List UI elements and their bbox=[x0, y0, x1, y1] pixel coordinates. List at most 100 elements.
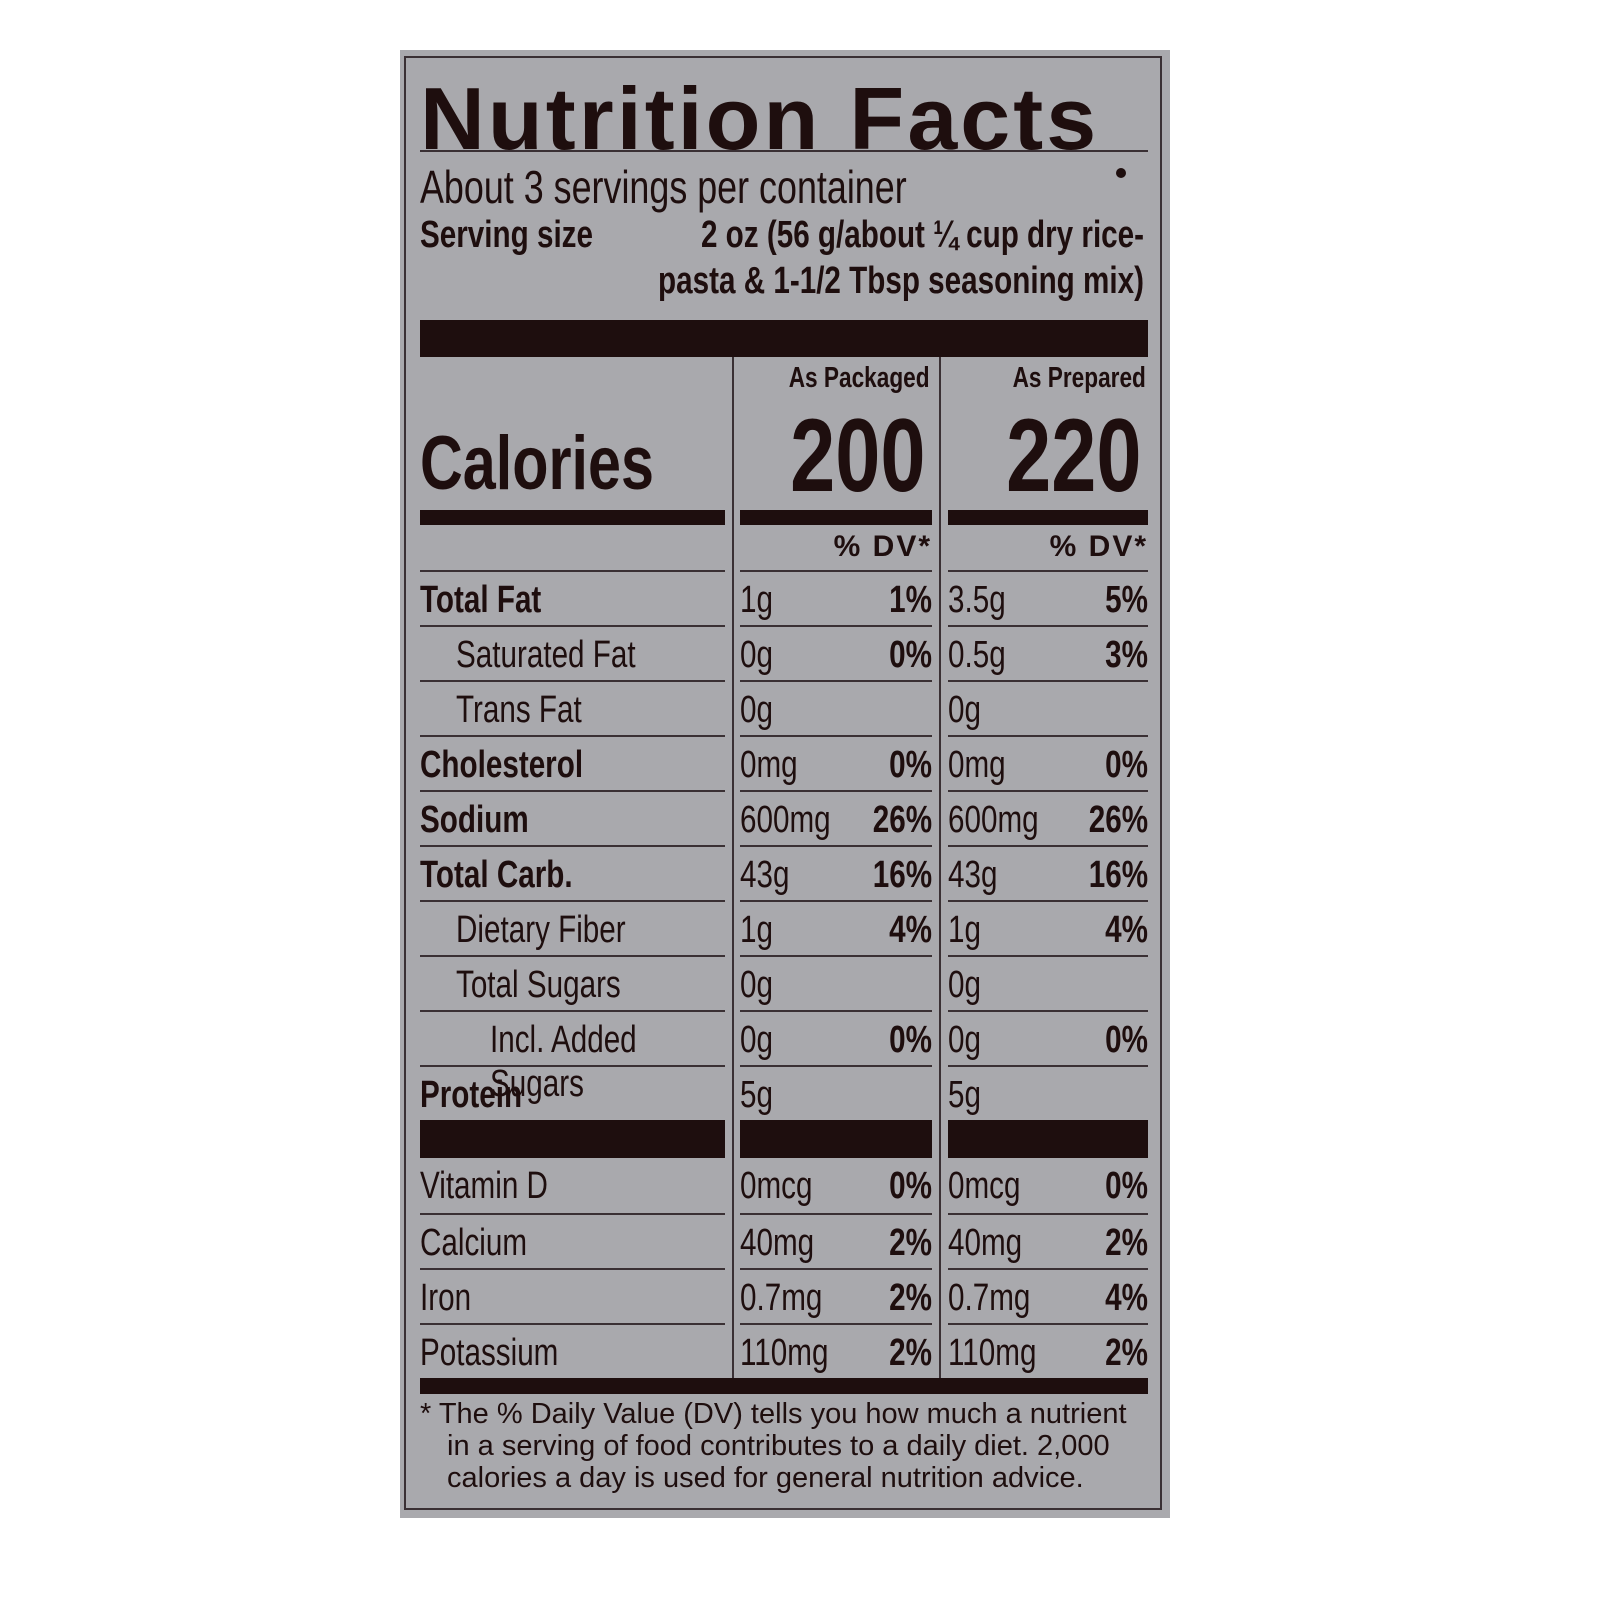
footnote-line: calories a day is used for general nutri… bbox=[447, 1462, 1084, 1494]
prepared-dv: 2% bbox=[1105, 1222, 1148, 1264]
prepared-amount: 43g bbox=[948, 854, 998, 896]
divider bbox=[420, 150, 1148, 152]
nutrient-row: Cholesterol 0mg 0% 0mg 0% bbox=[0, 735, 1600, 790]
packaged-dv: 0% bbox=[889, 1165, 932, 1207]
packaged-cell: 0mcg 0% bbox=[740, 1158, 932, 1213]
prepared-cell: 0g bbox=[948, 955, 1148, 1010]
packaged-dv: 2% bbox=[889, 1332, 932, 1374]
nutrient-label: Incl. Added Sugars bbox=[490, 1019, 637, 1105]
packaged-cell: 5g bbox=[740, 1065, 932, 1120]
nutrient-label: Dietary Fiber bbox=[456, 909, 626, 951]
footnote-line: * The % Daily Value (DV) tells you how m… bbox=[420, 1398, 1127, 1430]
nutrient-row: Dietary Fiber 1g 4% 1g 4% bbox=[0, 900, 1600, 955]
thick-bar bbox=[948, 1120, 1148, 1158]
packaged-dv: 2% bbox=[889, 1277, 932, 1319]
nutrient-row: Potassium 110mg 2% 110mg 2% bbox=[0, 1323, 1600, 1378]
nutrient-label: Calcium bbox=[420, 1222, 528, 1264]
prepared-amount: 0mg bbox=[948, 744, 1006, 786]
nutrient-label: Total Carb. bbox=[420, 854, 573, 896]
nutrient-label-cell: Total Sugars bbox=[420, 955, 725, 1010]
prepared-cell: 600mg 26% bbox=[948, 790, 1148, 845]
nutrient-label: Saturated Fat bbox=[456, 634, 636, 676]
nutrient-label: Total Sugars bbox=[456, 964, 621, 1006]
footnote-line: in a serving of food contributes to a da… bbox=[447, 1430, 1110, 1462]
nutrient-label: Trans Fat bbox=[456, 689, 582, 731]
prepared-amount: 0g bbox=[948, 1019, 981, 1061]
prepared-amount: 1g bbox=[948, 909, 981, 951]
packaged-amount: 1g bbox=[740, 579, 773, 621]
packaged-dv: 26% bbox=[872, 799, 932, 841]
nutrient-label: Total Fat bbox=[420, 579, 542, 621]
nutrient-label-cell: Total Carb. bbox=[420, 845, 725, 900]
prepared-cell: 40mg 2% bbox=[948, 1213, 1148, 1268]
nutrient-row: Iron 0.7mg 2% 0.7mg 4% bbox=[0, 1268, 1600, 1323]
prepared-dv: 16% bbox=[1088, 854, 1148, 896]
nutrient-label-cell: Potassium bbox=[420, 1323, 725, 1378]
packaged-cell: 600mg 26% bbox=[740, 790, 932, 845]
packaged-amount: 0mg bbox=[740, 744, 798, 786]
prepared-cell: 0.7mg 4% bbox=[948, 1268, 1148, 1323]
thick-bar bbox=[420, 1378, 1148, 1394]
prepared-cell: 0mcg 0% bbox=[948, 1158, 1148, 1213]
nutrient-row: Total Sugars 0g 0g bbox=[0, 955, 1600, 1010]
prepared-dv: 26% bbox=[1088, 799, 1148, 841]
packaged-amount: 40mg bbox=[740, 1222, 815, 1264]
packaged-amount: 600mg bbox=[740, 799, 831, 841]
serving-size-value-line2: pasta & 1-1/2 Tbsp seasoning mix) bbox=[658, 260, 1144, 302]
packaged-cell: 43g 16% bbox=[740, 845, 932, 900]
packaged-dv: 0% bbox=[889, 744, 932, 786]
prepared-dv: 3% bbox=[1105, 634, 1148, 676]
nutrient-label: Iron bbox=[420, 1277, 472, 1319]
prepared-dv: 4% bbox=[1105, 1277, 1148, 1319]
nutrient-row: Trans Fat 0g 0g bbox=[0, 680, 1600, 735]
nutrient-label: Vitamin D bbox=[420, 1165, 548, 1207]
packaged-amount: 1g bbox=[740, 909, 773, 951]
prepared-dv: 5% bbox=[1105, 579, 1148, 621]
calories-packaged: 200 bbox=[790, 398, 926, 514]
packaged-dv: 1% bbox=[889, 579, 932, 621]
nutrient-row: Calcium 40mg 2% 40mg 2% bbox=[0, 1213, 1600, 1268]
packaged-cell: 40mg 2% bbox=[740, 1213, 932, 1268]
thick-bar bbox=[420, 1120, 725, 1158]
prepared-cell: 43g 16% bbox=[948, 845, 1148, 900]
packaged-dv: 0% bbox=[889, 1019, 932, 1061]
packaged-amount: 0g bbox=[740, 1019, 773, 1061]
packaged-amount: 5g bbox=[740, 1074, 773, 1116]
column-divider bbox=[939, 357, 941, 1379]
prepared-amount: 3.5g bbox=[948, 579, 1006, 621]
prepared-amount: 0.5g bbox=[948, 634, 1006, 676]
packaged-amount: 0g bbox=[740, 689, 773, 731]
prepared-cell: 0.5g 3% bbox=[948, 625, 1148, 680]
packaged-cell: 0g 0% bbox=[740, 1010, 932, 1065]
packaged-dv: 2% bbox=[889, 1222, 932, 1264]
nutrient-row: Protein 5g 5g bbox=[0, 1065, 1600, 1120]
column-divider bbox=[732, 357, 734, 1379]
servings-per-container: About 3 servings per container bbox=[420, 161, 907, 213]
prepared-dv: 2% bbox=[1105, 1332, 1148, 1374]
nutrient-label-cell: Iron bbox=[420, 1268, 725, 1323]
nutrient-row: Incl. Added Sugars 0g 0% 0g 0% bbox=[0, 1010, 1600, 1105]
packaged-cell: 0g 0% bbox=[740, 625, 932, 680]
nutrient-row: Total Fat 1g 1% 3.5g 5% bbox=[0, 570, 1600, 625]
calories-prepared: 220 bbox=[1006, 398, 1142, 514]
prepared-dv: 4% bbox=[1105, 909, 1148, 951]
dot-mark bbox=[1116, 168, 1126, 178]
nutrition-label bbox=[400, 50, 1170, 1518]
dv-header-prepared: % DV* bbox=[1049, 530, 1148, 563]
prepared-amount: 5g bbox=[948, 1074, 981, 1116]
packaged-amount: 0g bbox=[740, 964, 773, 1006]
packaged-cell: 0.7mg 2% bbox=[740, 1268, 932, 1323]
prepared-dv: 0% bbox=[1105, 1019, 1148, 1061]
packaged-dv: 4% bbox=[889, 909, 932, 951]
column-header-packaged: As Packaged bbox=[789, 362, 930, 394]
nutrient-label-cell: Calcium bbox=[420, 1213, 725, 1268]
packaged-cell: 110mg 2% bbox=[740, 1323, 932, 1378]
packaged-amount: 110mg bbox=[740, 1332, 829, 1374]
prepared-cell: 5g bbox=[948, 1065, 1148, 1120]
nutrient-row: Saturated Fat 0g 0% 0.5g 3% bbox=[0, 625, 1600, 680]
prepared-cell: 0g 0% bbox=[948, 1010, 1148, 1065]
prepared-amount: 0g bbox=[948, 689, 981, 731]
prepared-cell: 110mg 2% bbox=[948, 1323, 1148, 1378]
nutrient-label-cell: Saturated Fat bbox=[420, 625, 725, 680]
nutrient-label-cell: Sodium bbox=[420, 790, 725, 845]
